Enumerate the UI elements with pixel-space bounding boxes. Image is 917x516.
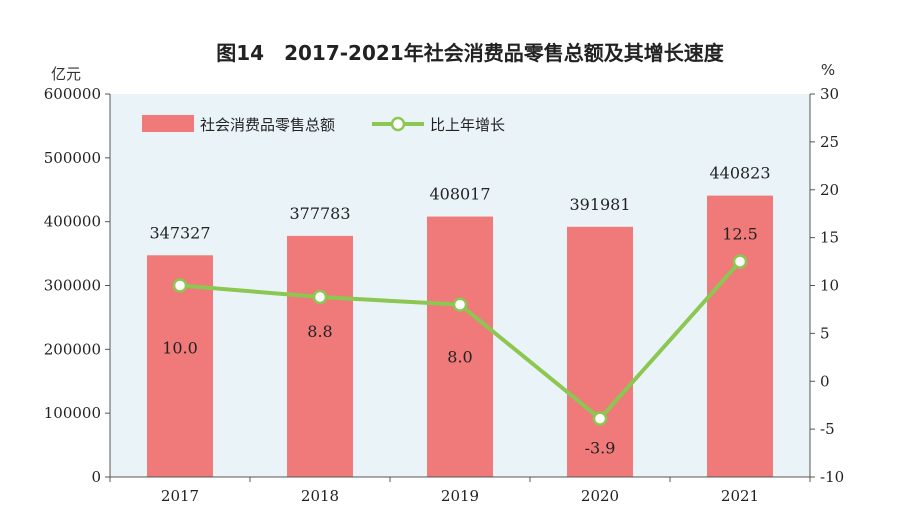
growth-point-2017 — [172, 278, 188, 293]
x-axis-tick-label: 2017 — [161, 487, 199, 505]
growth-point-2019 — [452, 297, 468, 312]
bar-value-label-2018: 377783 — [289, 204, 350, 223]
right-axis-unit: % — [821, 61, 835, 79]
growth-value-label-2017: 10.0 — [162, 339, 198, 358]
growth-value-label-2021: 12.5 — [722, 225, 758, 244]
left-axis-tick-label: 200000 — [44, 340, 101, 358]
left-axis-tick-label: 400000 — [44, 213, 101, 231]
growth-value-label-2019: 8.0 — [447, 348, 472, 367]
growth-point-2020 — [592, 411, 608, 426]
growth-point-2021 — [732, 254, 748, 269]
right-axis-tick-label: 30 — [820, 85, 839, 103]
left-axis-unit: 亿元 — [51, 65, 81, 83]
bar-value-label-2017: 347327 — [149, 223, 210, 242]
legend-bar-swatch — [142, 115, 194, 132]
left-axis-tick-label: 0 — [91, 468, 101, 486]
growth-value-label-2018: 8.8 — [307, 322, 332, 341]
bar-value-label-2020: 391981 — [569, 195, 630, 214]
right-axis-tick-label: 20 — [820, 181, 839, 199]
left-axis-tick-label: 300000 — [44, 277, 101, 295]
left-axis-tick-label: 600000 — [44, 85, 101, 103]
right-axis-tick-label: 15 — [820, 229, 839, 247]
growth-point-2018 — [312, 289, 328, 305]
right-axis-tick-label: 5 — [820, 324, 830, 342]
bar-value-label-2019: 408017 — [429, 185, 490, 204]
bar-value-label-2021: 440823 — [709, 164, 770, 183]
x-axis-tick-label: 2020 — [581, 487, 619, 505]
bar-2018 — [287, 235, 353, 477]
x-axis-tick-label: 2019 — [441, 487, 479, 505]
right-axis-tick-label: -10 — [820, 468, 844, 486]
bar-2020 — [567, 226, 633, 477]
legend-line-label: 比上年增长 — [430, 116, 505, 134]
x-axis-tick-label: 2018 — [301, 487, 339, 505]
legend-bar-label: 社会消费品零售总额 — [200, 116, 335, 134]
right-axis-tick-label: 25 — [820, 133, 839, 151]
growth-value-label-2020: -3.9 — [585, 439, 616, 458]
x-axis-tick-label: 2021 — [721, 487, 759, 505]
chart-title: 图14 2017-2021年社会消费品零售总额及其增长速度 — [216, 41, 724, 65]
left-axis-tick-label: 100000 — [44, 404, 101, 422]
right-axis-tick-label: -5 — [820, 420, 835, 438]
right-axis-tick-label: 0 — [820, 372, 830, 390]
bar-2021 — [707, 195, 773, 478]
right-axis-tick-label: 10 — [820, 277, 839, 295]
legend-line-marker — [390, 116, 406, 132]
left-axis-tick-label: 500000 — [44, 149, 101, 167]
bar-2019 — [427, 216, 493, 478]
